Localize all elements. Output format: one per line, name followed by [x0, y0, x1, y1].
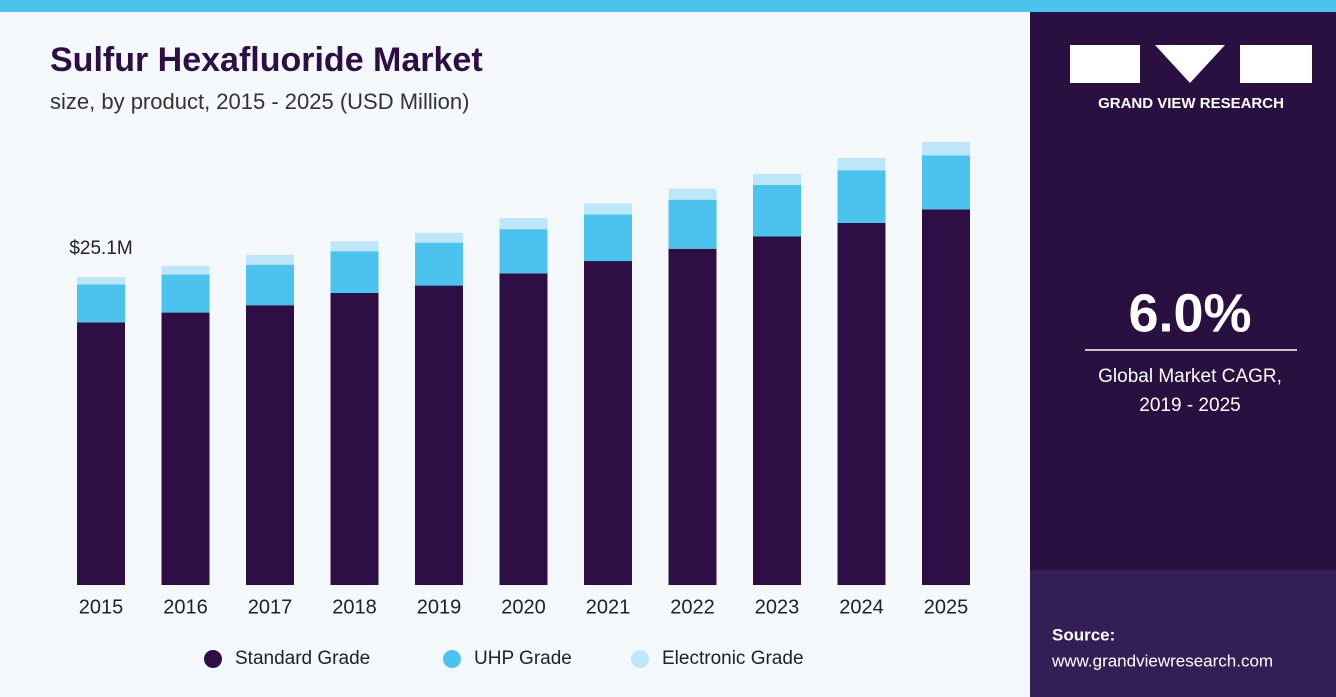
bar-segment [161, 274, 210, 313]
bar-segment [922, 209, 970, 585]
bar-segment [668, 188, 717, 200]
bar-segment [584, 214, 632, 262]
bar-segment [584, 261, 632, 585]
cagr-label: 2019 - 2025 [1139, 395, 1240, 416]
x-tick-label: 2023 [755, 596, 800, 618]
bar-segment [246, 305, 294, 585]
bar-segment [499, 218, 548, 230]
bar-segment [415, 232, 463, 243]
source-url: www.grandviewresearch.com [1051, 651, 1273, 670]
chart-subtitle: size, by product, 2015 - 2025 (USD Milli… [50, 89, 469, 114]
bar-segment [753, 173, 801, 185]
bar-segment [161, 312, 210, 585]
bar-segment [668, 199, 717, 249]
cagr-label: Global Market CAGR, [1098, 366, 1282, 387]
x-tick-label: 2024 [839, 596, 884, 618]
chart-title: Sulfur Hexafluoride Market [50, 41, 483, 79]
bar-segment [246, 264, 294, 306]
legend-label: Standard Grade [235, 648, 370, 669]
x-tick-label: 2019 [417, 596, 462, 618]
x-tick-label: 2021 [586, 596, 631, 618]
bar-segment [330, 292, 379, 585]
bar-segment [499, 229, 548, 274]
x-tick-label: 2016 [163, 596, 208, 618]
bar-segment [753, 236, 801, 586]
legend-label: Electronic Grade [662, 648, 804, 669]
bar-segment [330, 251, 379, 293]
bar-segment [415, 242, 463, 286]
x-tick-label: 2018 [332, 596, 377, 618]
bar-segment [668, 248, 717, 585]
bar-segment [584, 203, 632, 215]
bar-segment [415, 285, 463, 585]
bar-segment [77, 284, 125, 323]
sidebar-footer [1030, 570, 1336, 697]
legend-label: UHP Grade [474, 648, 572, 669]
bar-segment [499, 273, 548, 585]
source-label: Source: [1052, 625, 1115, 644]
x-tick-label: 2020 [501, 596, 546, 618]
legend-swatch [204, 650, 222, 668]
bar-segment [77, 322, 125, 585]
x-tick-label: 2022 [670, 596, 715, 618]
bar-segment [837, 157, 886, 171]
bar-segment [246, 254, 294, 265]
brand: GRAND VIEW RESEARCH [1098, 95, 1284, 112]
bar-segment [837, 222, 886, 585]
logo [1070, 45, 1312, 83]
bar-segment [161, 265, 210, 275]
x-tick-label: 2017 [248, 596, 293, 618]
legend-swatch [631, 650, 649, 668]
bar-segment [922, 142, 970, 156]
x-tick-label: 2025 [924, 596, 969, 618]
bar-segment [330, 241, 379, 252]
cagr-value: 6.0% [1128, 283, 1251, 343]
legend-swatch [443, 650, 461, 668]
top-stripe [0, 0, 1336, 12]
annotation: $25.1M [69, 238, 132, 259]
bar-segment [753, 184, 801, 237]
bar-segment [922, 155, 970, 210]
bar-segment [77, 276, 125, 285]
bar-segment [837, 170, 886, 223]
x-tick-label: 2015 [79, 596, 124, 618]
